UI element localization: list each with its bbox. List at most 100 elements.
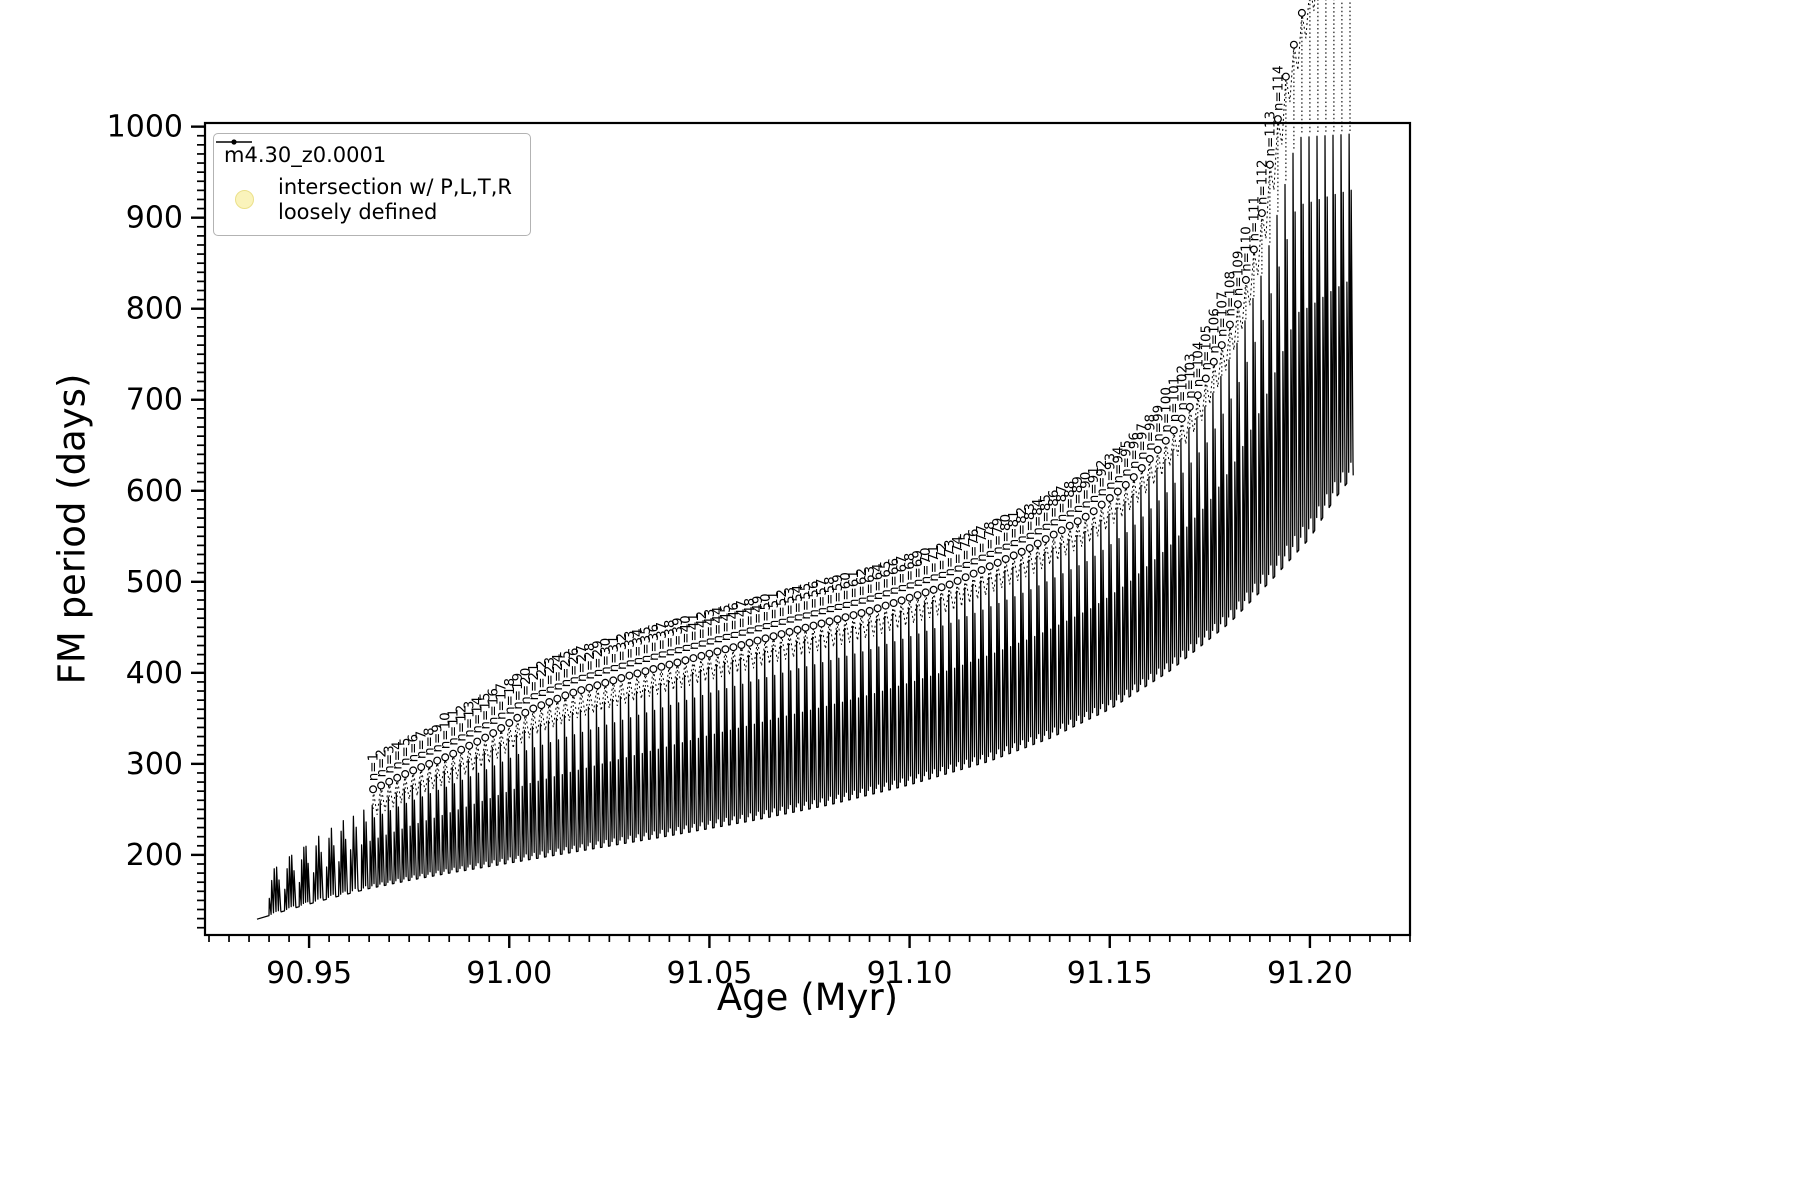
legend-intersection-label: intersection w/ P,L,T,R loosely defined [278, 175, 512, 225]
svg-text:700: 700 [126, 383, 183, 418]
svg-text:91.00: 91.00 [466, 956, 552, 991]
svg-text:n=106: n=106 [1206, 308, 1222, 354]
svg-text:n=87: n=87 [1054, 485, 1070, 522]
legend-box: m4.30_z0.0001 intersection w/ P,L,T,R lo… [213, 133, 531, 237]
svg-text:n=93: n=93 [1102, 453, 1118, 490]
svg-text:n=113: n=113 [1262, 111, 1278, 157]
svg-text:n=1: n=1 [366, 753, 382, 781]
svg-text:n=40: n=40 [678, 615, 694, 652]
svg-text:n=80: n=80 [998, 514, 1014, 551]
axis-tick-labels: 90.95 91.00 91.05 91.10 91.15 91.20 200 300 400 5… [107, 110, 1353, 991]
svg-text:n=78: n=78 [982, 521, 998, 558]
svg-text:n=82: n=82 [1014, 507, 1030, 544]
svg-text:n=43: n=43 [702, 609, 718, 646]
svg-text:n=61: n=61 [846, 570, 862, 607]
svg-text:n=67: n=67 [894, 555, 910, 592]
svg-text:n=89: n=89 [1070, 476, 1086, 513]
svg-text:n=111: n=111 [1246, 196, 1262, 242]
svg-text:n=101: n=101 [1166, 377, 1182, 423]
svg-text:1000: 1000 [107, 110, 183, 145]
svg-text:n=46: n=46 [726, 602, 742, 639]
series-line-marker-icon [216, 139, 252, 145]
svg-text:n=21: n=21 [526, 663, 542, 700]
svg-text:n=28: n=28 [582, 643, 598, 680]
legend-row-intersection: intersection w/ P,L,T,R loosely defined [224, 175, 512, 225]
svg-text:n=69: n=69 [910, 550, 926, 587]
svg-text:n=62: n=62 [854, 568, 870, 605]
svg-text:n=7: n=7 [414, 731, 430, 759]
svg-text:n=103: n=103 [1182, 353, 1198, 399]
svg-text:90.95: 90.95 [266, 956, 352, 991]
svg-text:n=81: n=81 [1006, 510, 1022, 547]
svg-text:n=99: n=99 [1150, 405, 1166, 442]
svg-text:n=71: n=71 [926, 545, 942, 582]
svg-text:n=44: n=44 [710, 606, 726, 643]
svg-text:n=63: n=63 [862, 566, 878, 603]
svg-text:n=34: n=34 [630, 628, 646, 665]
svg-text:n=88: n=88 [1062, 481, 1078, 518]
svg-text:n=68: n=68 [902, 553, 918, 590]
svg-text:n=35: n=35 [638, 626, 654, 663]
svg-text:n=56: n=56 [806, 581, 822, 618]
plot-frame [203, 121, 1412, 937]
y-axis-label: FM period (days) [50, 373, 94, 685]
svg-text:n=33: n=33 [622, 631, 638, 668]
legend-series-label: m4.30_z0.0001 [224, 143, 387, 167]
svg-text:n=11: n=11 [446, 709, 462, 746]
svg-text:n=13: n=13 [462, 701, 478, 738]
svg-text:n=4: n=4 [390, 741, 406, 769]
svg-text:n=32: n=32 [614, 633, 630, 670]
svg-text:n=20: n=20 [518, 668, 534, 705]
svg-text:n=65: n=65 [878, 561, 894, 598]
svg-text:n=85: n=85 [1038, 494, 1054, 531]
svg-text:n=22: n=22 [534, 660, 550, 697]
svg-text:n=105: n=105 [1198, 325, 1214, 371]
svg-text:n=86: n=86 [1046, 490, 1062, 527]
svg-text:n=51: n=51 [766, 591, 782, 628]
svg-text:n=76: n=76 [966, 529, 982, 566]
svg-text:n=9: n=9 [430, 724, 446, 752]
cycle-peak-markers [369, 8, 1306, 794]
svg-text:400: 400 [126, 656, 183, 691]
svg-text:n=15: n=15 [478, 693, 494, 730]
intersection-marker-icon [235, 190, 254, 210]
svg-text:n=10: n=10 [438, 712, 454, 749]
svg-text:n=114: n=114 [1270, 65, 1286, 111]
svg-text:n=18: n=18 [502, 678, 518, 715]
svg-text:n=95: n=95 [1118, 440, 1134, 477]
svg-text:n=96: n=96 [1126, 432, 1142, 469]
svg-text:n=77: n=77 [974, 525, 990, 562]
svg-text:n=3: n=3 [382, 745, 398, 773]
svg-text:n=19: n=19 [510, 673, 526, 710]
pulsation-series [256, 133, 1354, 920]
svg-text:n=58: n=58 [822, 576, 838, 613]
svg-text:91.05: 91.05 [666, 956, 752, 991]
svg-text:n=54: n=54 [790, 585, 806, 622]
svg-text:91.10: 91.10 [867, 956, 953, 991]
svg-text:n=66: n=66 [886, 558, 902, 595]
svg-text:91.15: 91.15 [1067, 956, 1153, 991]
legend-intersection-label-line1: intersection w/ P,L,T,R [278, 174, 512, 199]
svg-text:n=109: n=109 [1230, 251, 1246, 297]
svg-text:n=39: n=39 [670, 617, 686, 654]
svg-text:n=27: n=27 [574, 645, 590, 682]
svg-text:n=97: n=97 [1134, 423, 1150, 460]
svg-text:n=24: n=24 [550, 654, 566, 691]
svg-text:n=98: n=98 [1142, 414, 1158, 451]
svg-text:n=29: n=29 [590, 640, 606, 677]
svg-text:n=73: n=73 [942, 539, 958, 576]
svg-text:n=79: n=79 [990, 518, 1006, 555]
svg-text:n=42: n=42 [694, 611, 710, 648]
svg-text:n=14: n=14 [470, 697, 486, 734]
svg-text:600: 600 [126, 474, 183, 509]
svg-text:n=16: n=16 [486, 688, 502, 725]
svg-text:n=102: n=102 [1174, 365, 1190, 411]
svg-text:n=52: n=52 [774, 589, 790, 626]
legend-row-series: m4.30_z0.0001 [216, 139, 512, 168]
svg-text:n=74: n=74 [950, 536, 966, 573]
svg-text:n=5: n=5 [398, 738, 414, 766]
svg-text:n=38: n=38 [662, 620, 678, 657]
svg-text:n=48: n=48 [742, 598, 758, 635]
